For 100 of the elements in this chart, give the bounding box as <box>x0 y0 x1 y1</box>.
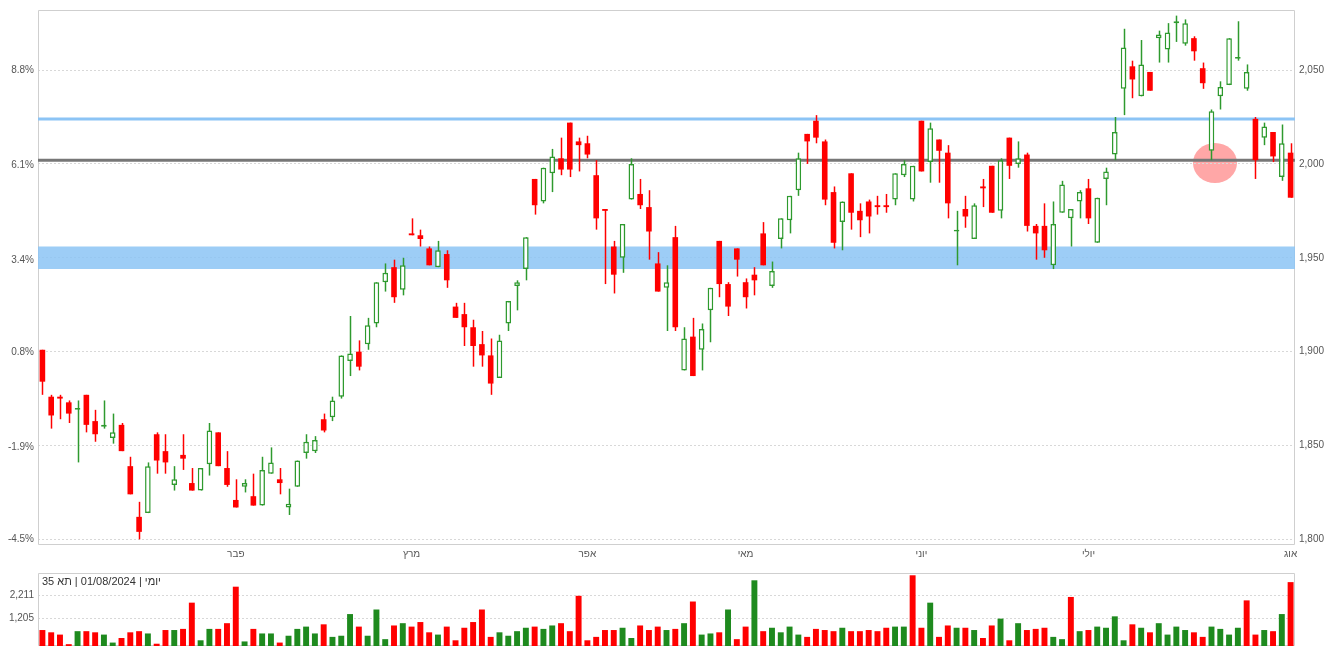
bar <box>927 602 934 646</box>
candlestick <box>1112 116 1118 161</box>
bar <box>962 627 969 646</box>
bar <box>848 631 855 646</box>
bar <box>355 626 362 646</box>
bar <box>232 586 239 646</box>
bar <box>637 625 644 646</box>
bar <box>725 609 731 646</box>
candlestick <box>250 472 257 507</box>
bar <box>971 630 978 646</box>
bar <box>672 628 679 646</box>
bar <box>1155 623 1162 646</box>
candlestick <box>637 178 643 210</box>
y-tick-label: 1,850 <box>1299 439 1325 451</box>
bar <box>250 628 257 646</box>
bar <box>1146 632 1153 646</box>
bar <box>619 627 626 646</box>
bar <box>944 625 951 646</box>
bar <box>109 642 116 646</box>
bar <box>373 609 380 646</box>
bar <box>1182 630 1189 646</box>
bar <box>241 641 248 646</box>
bar <box>1076 631 1083 646</box>
bar <box>1050 636 1057 646</box>
y-tick-label: 1,950 <box>1299 251 1325 263</box>
bar <box>434 634 441 646</box>
bar <box>988 625 995 646</box>
bar <box>1120 640 1127 646</box>
candlestick <box>1261 121 1268 146</box>
bar <box>1261 630 1268 646</box>
bar <box>865 630 872 646</box>
x-tick-label: יולי <box>1081 547 1095 559</box>
bar <box>707 633 714 646</box>
bar <box>276 642 283 646</box>
bar <box>936 636 942 646</box>
bar <box>347 614 354 646</box>
bar <box>311 633 318 646</box>
candlestick <box>857 202 863 238</box>
bar <box>1111 616 1118 646</box>
bar <box>144 633 151 646</box>
bar <box>487 636 494 646</box>
bar <box>1226 634 1233 646</box>
bar <box>267 633 274 646</box>
candlestick <box>1208 108 1215 161</box>
bar <box>382 639 389 646</box>
bar <box>162 630 169 646</box>
bar <box>461 627 468 646</box>
candlestick <box>883 193 890 214</box>
bar <box>1287 582 1294 646</box>
bar <box>391 625 397 646</box>
bar <box>654 626 661 646</box>
y2-tick-label: 8.8% <box>11 63 35 75</box>
bar <box>1032 628 1039 646</box>
bar <box>1217 628 1224 646</box>
bar <box>1243 600 1250 646</box>
bar <box>575 595 582 646</box>
bar <box>839 627 846 646</box>
y-tick-label: 1,900 <box>1299 345 1325 357</box>
bar <box>426 632 433 646</box>
bar <box>610 630 617 646</box>
y-tick-label: 2,050 <box>1299 63 1325 75</box>
bar <box>777 632 784 646</box>
candlestick <box>602 208 608 285</box>
bar <box>1270 631 1276 646</box>
bar <box>1015 623 1022 646</box>
y2-tick-label: 3.4% <box>11 254 35 266</box>
bar <box>180 628 187 646</box>
candlestick <box>232 478 239 509</box>
bar <box>1234 627 1241 646</box>
candlestick <box>777 217 784 250</box>
y2-tick-label: 6.1% <box>11 159 35 171</box>
candlestick <box>329 395 336 422</box>
bar <box>74 631 81 646</box>
bar <box>795 634 802 646</box>
bar <box>39 630 46 646</box>
candlestick <box>399 257 406 297</box>
candlestick <box>707 287 714 344</box>
bar <box>443 626 450 646</box>
x-tick-label: מאי <box>737 547 754 559</box>
bar <box>1278 614 1285 646</box>
candlestick <box>839 200 846 252</box>
bar <box>1173 626 1180 646</box>
bar <box>1094 626 1101 646</box>
bar <box>83 631 90 646</box>
bar <box>1103 627 1109 646</box>
bar <box>1006 640 1013 646</box>
y2-tick-label: 0.8% <box>11 346 35 358</box>
bar <box>505 635 512 646</box>
candlestick <box>109 412 116 445</box>
bar <box>399 623 406 646</box>
bar <box>804 636 811 646</box>
y-tick-label: 1,205 <box>8 612 35 624</box>
candlestick <box>558 136 564 176</box>
bar <box>874 631 881 646</box>
bar <box>812 628 819 646</box>
candlestick <box>180 433 186 471</box>
candlestick <box>540 166 547 205</box>
bar <box>127 632 134 646</box>
y-tick-label: 2,000 <box>1299 157 1325 169</box>
bar <box>1129 624 1136 646</box>
